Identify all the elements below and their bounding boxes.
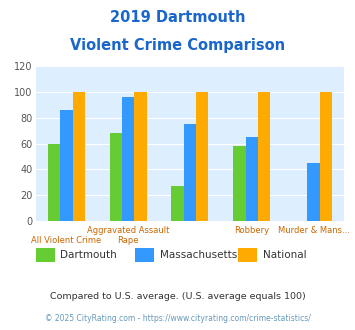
Bar xyxy=(110,133,122,221)
Text: National: National xyxy=(263,250,306,260)
Text: 2019 Dartmouth: 2019 Dartmouth xyxy=(110,10,245,25)
Bar xyxy=(258,92,270,221)
Text: Murder & Mans...: Murder & Mans... xyxy=(278,226,349,235)
Bar xyxy=(72,92,85,221)
Text: © 2025 CityRating.com - https://www.cityrating.com/crime-statistics/: © 2025 CityRating.com - https://www.city… xyxy=(45,314,310,323)
Text: Dartmouth: Dartmouth xyxy=(60,250,117,260)
Bar xyxy=(171,186,184,221)
Text: Violent Crime Comparison: Violent Crime Comparison xyxy=(70,38,285,53)
Bar xyxy=(233,146,246,221)
Text: Aggravated Assault: Aggravated Assault xyxy=(87,226,169,235)
Bar xyxy=(184,124,196,221)
Text: Robbery: Robbery xyxy=(234,226,269,235)
Bar xyxy=(122,97,134,221)
Bar xyxy=(320,92,332,221)
Text: All Violent Crime: All Violent Crime xyxy=(31,236,102,245)
Text: Compared to U.S. average. (U.S. average equals 100): Compared to U.S. average. (U.S. average … xyxy=(50,292,305,301)
Bar xyxy=(307,163,320,221)
Bar xyxy=(134,92,147,221)
Bar xyxy=(246,137,258,221)
Bar xyxy=(196,92,208,221)
Bar xyxy=(60,110,72,221)
Text: Rape: Rape xyxy=(118,236,139,245)
Text: Massachusetts: Massachusetts xyxy=(160,250,237,260)
Bar xyxy=(48,144,60,221)
